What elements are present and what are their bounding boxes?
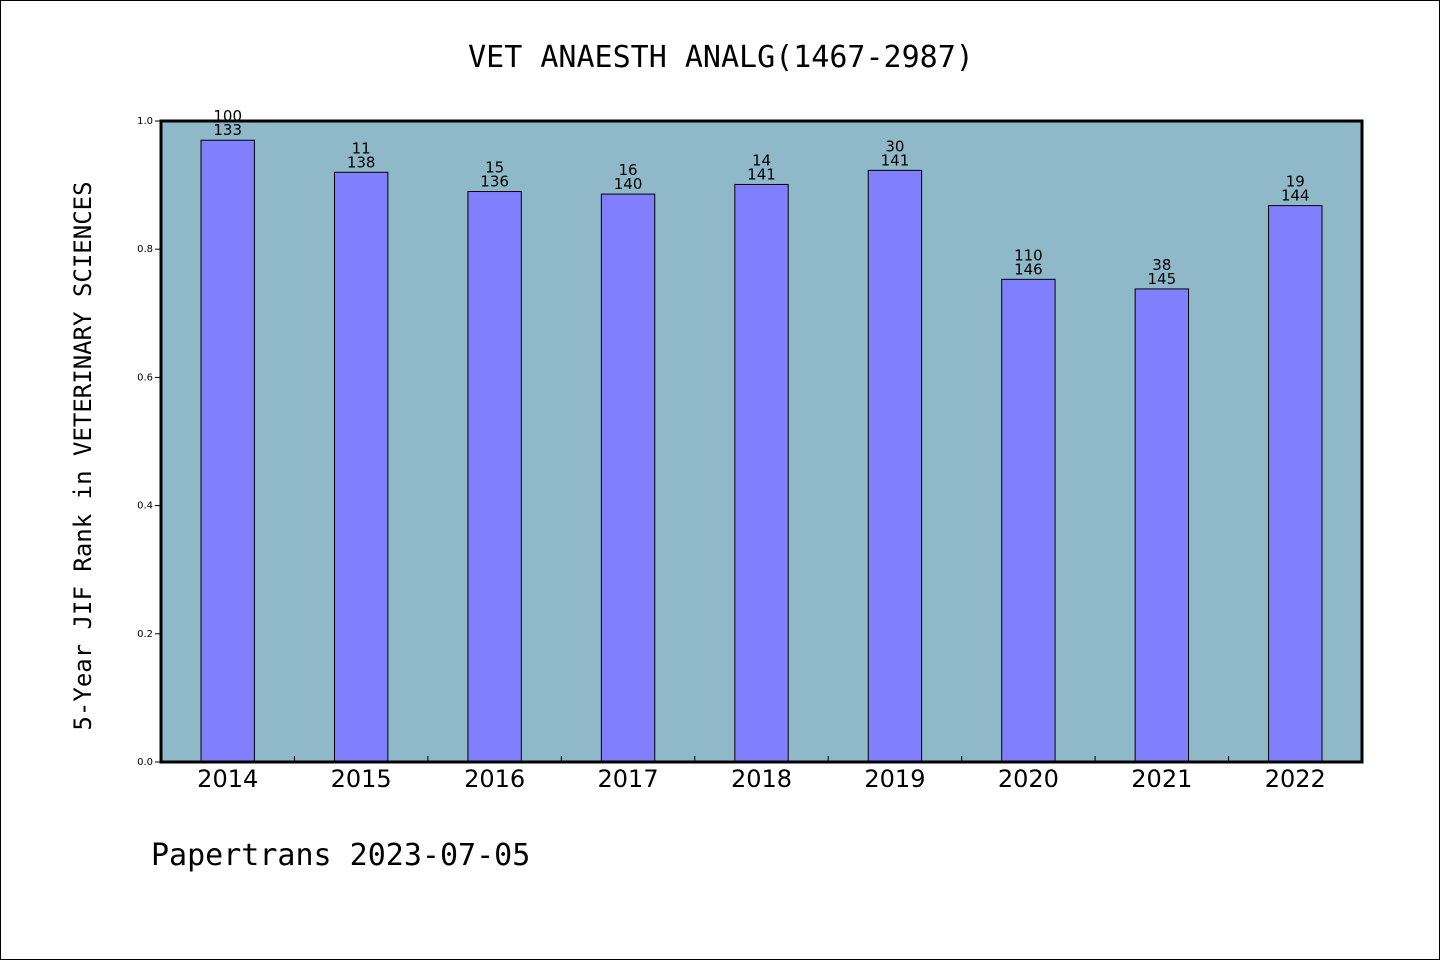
x-tick-label: 2020 bbox=[998, 765, 1059, 793]
bar-rank-label: 38 bbox=[1152, 256, 1171, 274]
bar-total-label: 145 bbox=[1148, 270, 1177, 288]
bar-total-label: 133 bbox=[213, 121, 242, 139]
bar-total-label: 138 bbox=[347, 153, 376, 171]
y-tick-label: 0.0 bbox=[137, 757, 153, 768]
bars-layer bbox=[200, 139, 1323, 763]
y-tick-label: 0.8 bbox=[137, 244, 153, 255]
bar-2022 bbox=[1268, 205, 1323, 763]
x-tick-label: 2016 bbox=[464, 765, 525, 793]
bar-2019 bbox=[867, 169, 923, 763]
x-tick-label: 2022 bbox=[1265, 765, 1326, 793]
x-tick-label: 2015 bbox=[331, 765, 392, 793]
bar-total-label: 146 bbox=[1014, 260, 1043, 278]
bar-rank-label: 15 bbox=[485, 159, 504, 177]
bar-labels-layer: 1331002014138112015136152016140162017141… bbox=[197, 107, 1326, 793]
bar-total-label: 140 bbox=[614, 175, 643, 193]
footer-text: Papertrans 2023-07-05 bbox=[151, 838, 530, 873]
bar-rank-label: 19 bbox=[1286, 173, 1305, 191]
chart-title: VET ANAESTH ANALG(1467-2987) bbox=[468, 40, 974, 75]
x-tick-label: 2018 bbox=[731, 765, 792, 793]
y-tick-label: 0.6 bbox=[137, 372, 153, 383]
bar-rank-label: 30 bbox=[885, 137, 904, 155]
bar-rank-label: 110 bbox=[1014, 246, 1043, 264]
x-tick-label: 2019 bbox=[864, 765, 925, 793]
bar-rank-label: 11 bbox=[352, 139, 371, 157]
bar-rank-label: 16 bbox=[619, 161, 638, 179]
y-tick-label: 0.4 bbox=[137, 501, 153, 512]
bar-total-label: 144 bbox=[1281, 187, 1310, 205]
x-tick-label: 2021 bbox=[1131, 765, 1192, 793]
y-tick-label: 1.0 bbox=[137, 116, 153, 127]
bar-2016 bbox=[467, 191, 522, 763]
x-tick-label: 2014 bbox=[197, 765, 258, 793]
bar-total-label: 141 bbox=[747, 165, 776, 183]
bar-2021 bbox=[1134, 288, 1190, 763]
bar-2015 bbox=[333, 171, 389, 763]
bar-2017 bbox=[600, 193, 656, 763]
y-axis-label: 5-Year JIF Rank in VETERINARY SCIENCES bbox=[69, 181, 97, 730]
bar-2014 bbox=[200, 139, 255, 763]
plot-border bbox=[159, 119, 1364, 764]
y-tick-label: 0.2 bbox=[137, 629, 153, 640]
bar-total-label: 141 bbox=[881, 151, 910, 169]
bar-total-label: 136 bbox=[480, 173, 509, 191]
bar-rank-label: 14 bbox=[752, 151, 771, 169]
bar-2018 bbox=[734, 183, 789, 763]
bar-rank-label: 100 bbox=[213, 107, 242, 125]
x-tick-label: 2017 bbox=[598, 765, 659, 793]
bar-2020 bbox=[1001, 278, 1056, 763]
